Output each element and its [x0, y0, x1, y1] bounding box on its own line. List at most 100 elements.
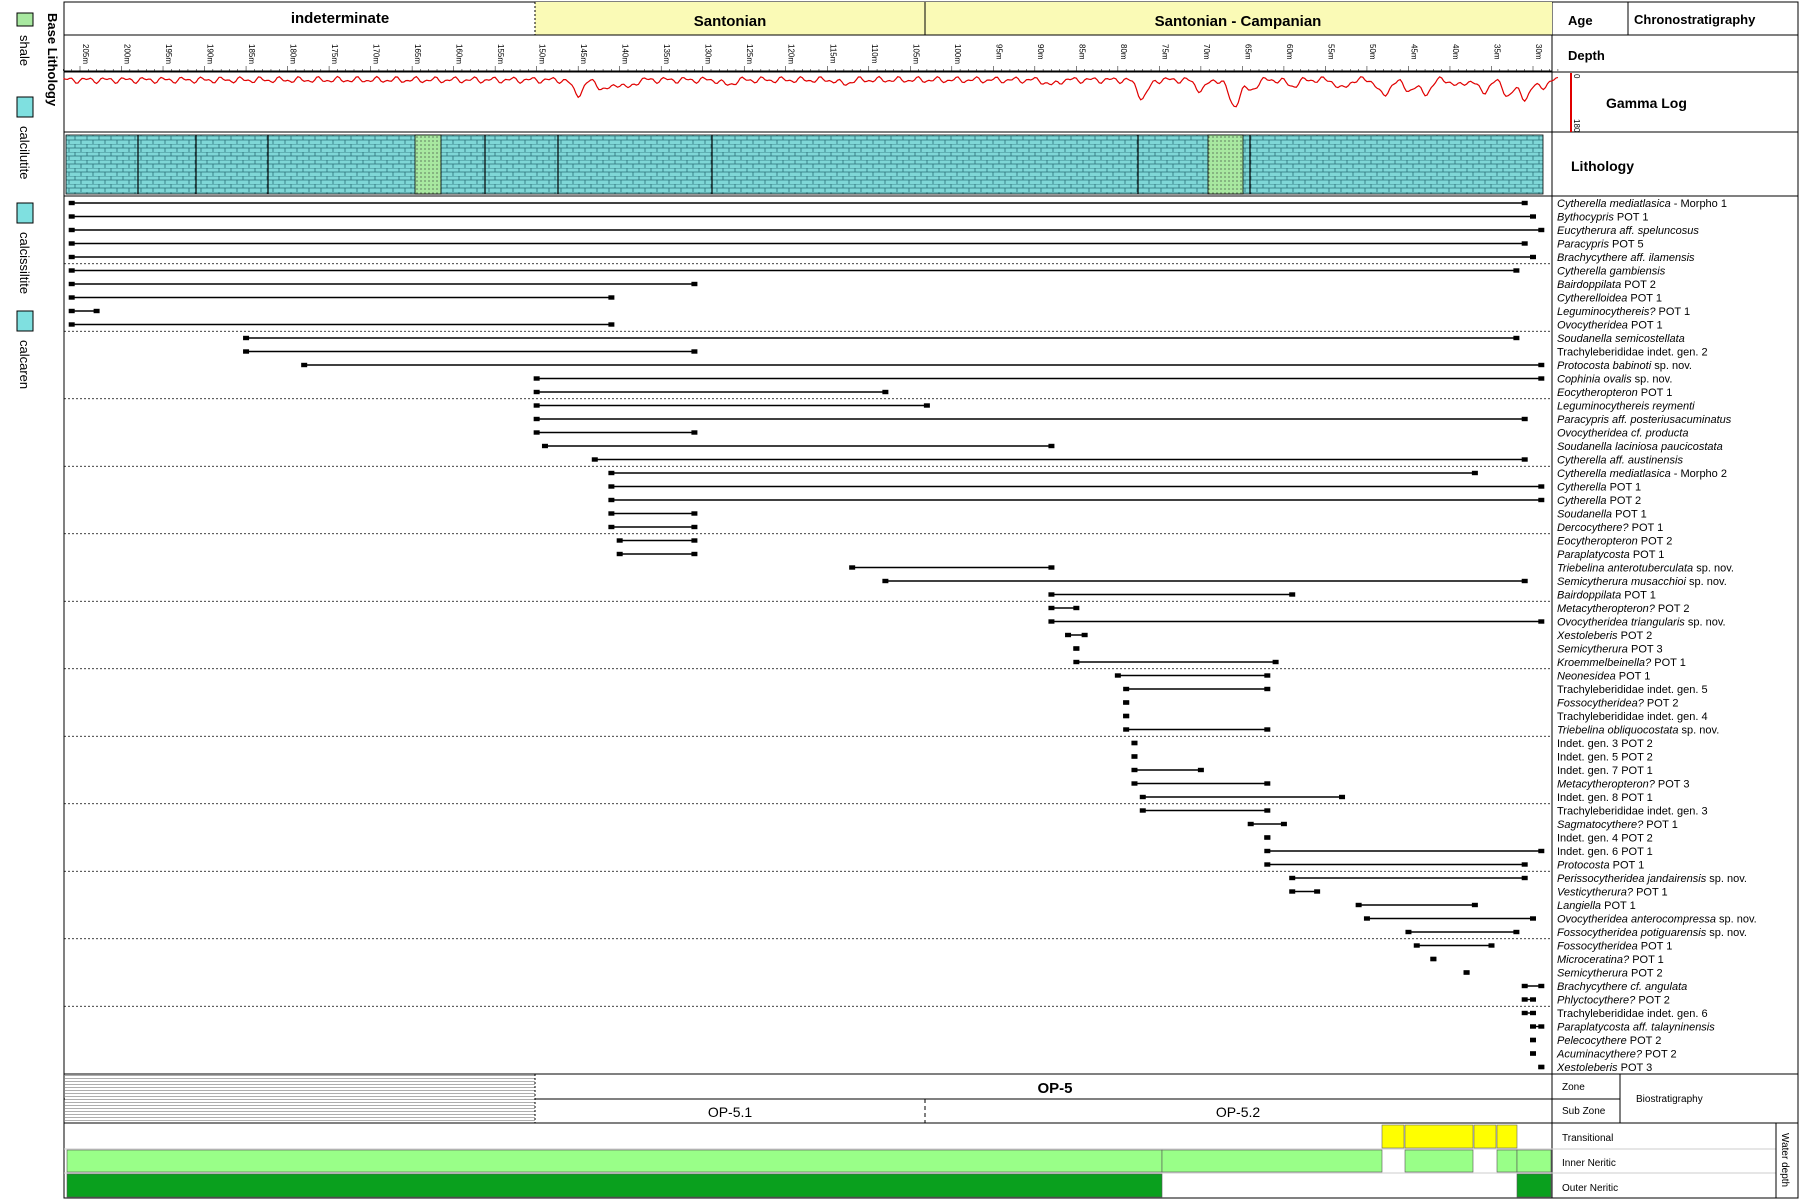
species-label: Xestoleberis POT 3 [1556, 1062, 1652, 1074]
depth-tick-label: 165m [413, 44, 422, 64]
lithology-row: Lithology [64, 134, 1798, 197]
species-suffix: POT 3 [1655, 779, 1690, 791]
occurrence-mark [608, 470, 615, 476]
occurrence-mark [1538, 983, 1545, 989]
occurrence-mark [533, 430, 540, 435]
occurrence-mark [68, 200, 75, 206]
species-label: Fossocytheridea? POT 2 [1557, 698, 1678, 710]
occurrence-mark [1264, 727, 1271, 732]
zone-label: Zone [1562, 1082, 1585, 1093]
species-label: Microceratina? POT 1 [1557, 954, 1664, 966]
occurrence-mark [1538, 1024, 1545, 1029]
depth-tick-label: 60m [1285, 44, 1294, 60]
species-name: Eucytherura aff. speluncosus [1557, 225, 1699, 237]
occurrence-mark [1405, 929, 1412, 935]
species-label: Leguminocythereis? POT 1 [1557, 306, 1690, 318]
depth-tick-label: 90m [1036, 44, 1045, 60]
species-label: Semicytherura POT 3 [1557, 644, 1663, 656]
species-name: Ovocytheridea cf. producta [1557, 428, 1688, 440]
depth-tick-label: 185m [247, 44, 256, 64]
species-suffix: POT 2 [1642, 1049, 1677, 1061]
occurrence-mark [882, 578, 889, 584]
depth-tick-label: 40m [1451, 44, 1460, 60]
species-name: Kroemmelbeinella? [1557, 657, 1652, 669]
species-label: Sagmatocythere? POT 1 [1557, 819, 1678, 831]
occurrence-mark [1413, 943, 1420, 948]
species-suffix: POT 1 [1651, 657, 1686, 669]
occurrence-mark [1123, 727, 1130, 732]
legend-item-shale: shale [16, 12, 34, 66]
species-name: Leguminocythereis reymenti [1557, 401, 1695, 413]
depth-tick-label: 115m [828, 44, 837, 64]
species-label: Paraplatycosta POT 1 [1557, 549, 1664, 561]
occurrence-mark [1521, 241, 1528, 246]
occurrence-mark [591, 457, 598, 462]
species-name: Metacytheropteron? [1557, 779, 1656, 791]
occurrence-mark [1521, 983, 1528, 989]
species-suffix: sp. nov. [1678, 725, 1719, 737]
species-label: Brachycythere aff. ilamensis [1557, 252, 1695, 264]
species-suffix: POT 1 [1633, 887, 1668, 899]
species-label: Paracypris POT 5 [1557, 239, 1644, 251]
occurrence-mark [1289, 889, 1296, 894]
species-label: Paracypris aff. posteriusacuminatus [1557, 414, 1732, 426]
occurrence-mark [1538, 619, 1545, 624]
species-name: Dercocythere? [1557, 522, 1629, 534]
species-label: Paraplatycosta aff. talayninensis [1557, 1022, 1715, 1034]
species-name: Semicytherura [1557, 968, 1628, 980]
depth-tick-label: 55m [1326, 44, 1335, 60]
occurrence-mark [1430, 956, 1437, 962]
occurrence-mark [1363, 916, 1370, 921]
occurrence-mark [1264, 835, 1271, 840]
species-suffix: POT 5 [1609, 239, 1644, 251]
species-name: Fossocytheridea [1557, 941, 1638, 953]
depth-tick-label: 170m [372, 44, 381, 64]
occurrence-mark [1530, 254, 1536, 260]
species-name: Soudanella laciniosa paucicostata [1557, 441, 1723, 453]
species-name: Sagmatocythere? [1557, 819, 1644, 831]
subzone-op51: OP-5.1 [708, 1104, 753, 1120]
species-name: Indet. gen. 8 POT 1 [1557, 792, 1653, 804]
gamma-scale-max: 180 [1572, 119, 1581, 133]
species-suffix: POT 2 [1618, 630, 1653, 642]
occurrence-mark [533, 389, 540, 395]
occurrence-mark [608, 484, 615, 489]
subzone-op52: OP-5.2 [1216, 1104, 1261, 1120]
species-label: Pelecocythere POT 2 [1557, 1035, 1661, 1047]
occurrence-mark [1530, 1037, 1536, 1043]
species-label: Cytherella POT 1 [1557, 482, 1641, 494]
legend-svg: Base Lithology shale calcilutite calciss… [16, 12, 60, 403]
species-name: Cophinia ovalis [1557, 374, 1632, 386]
species-name: Neonesidea [1557, 671, 1616, 683]
species-suffix: POT 1 [1621, 590, 1656, 602]
species-name: Eocytheropteron [1557, 536, 1638, 548]
occurrence-mark [1289, 875, 1296, 881]
occurrence-mark [1272, 659, 1279, 665]
occurrence-mark [608, 524, 615, 530]
occurrence-mark [691, 511, 698, 516]
species-name: Soudanella semicostellata [1557, 333, 1685, 345]
species-name: Pelecocythere [1557, 1035, 1627, 1047]
wd-outer-neritic: Outer Neritic [1562, 1183, 1618, 1194]
species-suffix: POT 3 [1628, 644, 1663, 656]
occurrence-mark [1339, 794, 1346, 800]
occurrence-mark [68, 241, 75, 246]
species-label: Ovocytheridea triangularis sp. nov. [1557, 617, 1726, 629]
occurrence-mark [1521, 1010, 1528, 1016]
depth-tick-label: 135m [662, 44, 671, 64]
occurrence-mark [608, 497, 615, 503]
occurrence-mark [1530, 214, 1536, 219]
occurrence-mark [1530, 916, 1536, 921]
species-name: Cytherella mediatlasica [1557, 468, 1671, 480]
species-label: Brachycythere cf. angulata [1557, 981, 1687, 993]
occurrence-mark [608, 295, 615, 300]
occurrence-mark [68, 281, 75, 287]
occurrence-mark [1264, 848, 1271, 854]
species-suffix: POT 3 [1618, 1062, 1653, 1074]
species-labels: Cytherella mediatlasica - Morpho 1 Bythoc… [1556, 198, 1757, 1074]
species-label: Perissocytheridea jandairensis sp. nov. [1557, 873, 1747, 885]
depth-tick-label: 130m [704, 44, 713, 64]
species-label: Soudanella semicostellata [1557, 333, 1685, 345]
species-label: Cytherella aff. austinensis [1557, 455, 1683, 467]
